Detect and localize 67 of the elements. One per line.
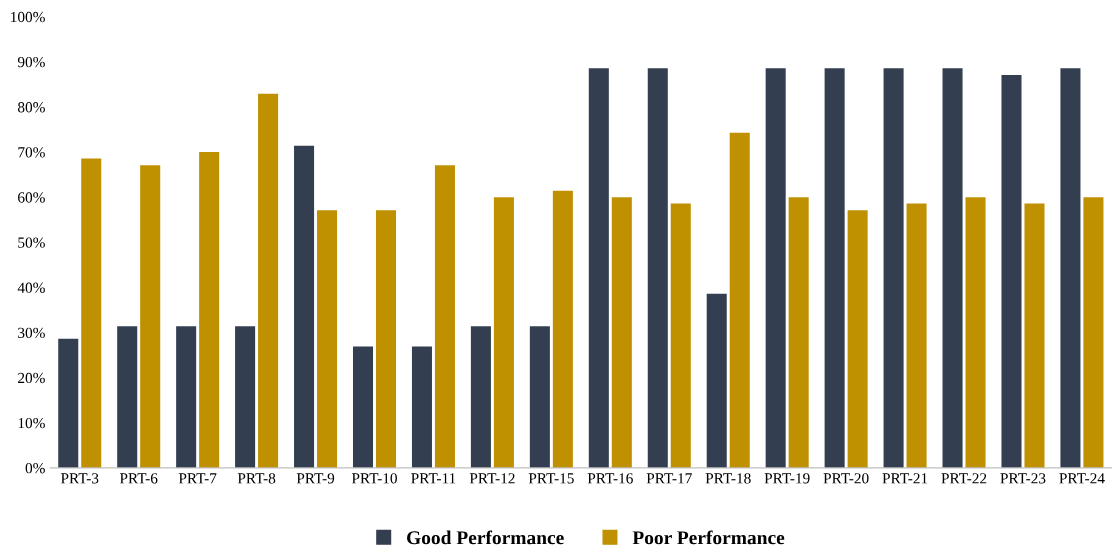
bar [965,197,986,468]
x-tick-label: PRT-17 [646,473,692,484]
x-tick-label: PRT-11 [411,473,456,484]
bar [1024,203,1045,468]
bar [824,68,845,468]
x-tick-label: PRT-19 [764,473,810,484]
y-tick-label: 90% [17,56,45,68]
x-tick-label: PRT-10 [351,473,397,484]
bar [765,68,786,468]
x-tick-label: PRT-6 [119,473,158,484]
bar [81,158,102,468]
bar [375,210,397,468]
bar [647,68,668,468]
bar [788,197,809,468]
bar [352,346,374,468]
x-tick-label: PRT-22 [941,473,987,484]
bar [906,203,927,468]
x-tick-label: PRT-12 [469,473,515,484]
bar [611,197,632,468]
y-tick-label: 60% [18,192,45,203]
bar [317,210,338,468]
bar [235,326,256,468]
y-tick-label: 10% [18,417,45,429]
x-tick-label: PRT-20 [823,473,869,484]
bar [470,326,491,468]
bar [117,326,138,468]
bar [258,93,279,468]
x-tick-label: PRT-18 [705,473,751,484]
bar [529,326,550,468]
y-tick-label: 100% [11,11,45,23]
y-tick-label: 50% [18,237,45,248]
x-tick-label: PRT-3 [60,473,99,484]
y-tick-label: 0% [25,463,45,474]
legend-label: Poor Performance [632,530,785,545]
bar [942,68,963,468]
bar [729,132,750,468]
bar [176,326,197,468]
bar [670,203,691,468]
x-tick-label: PRT-16 [587,473,633,484]
bar [1001,74,1022,468]
y-tick-label: 40% [17,282,45,293]
bar [434,165,455,468]
x-tick-label: PRT-24 [1059,473,1105,484]
bar [706,293,727,468]
bar [199,152,220,468]
bar [1083,197,1104,468]
bar [294,145,315,468]
y-tick-label: 80% [17,102,45,113]
x-tick-label: PRT-9 [296,473,335,484]
x-tick-label: PRT-23 [1000,473,1046,484]
y-tick-label: 70% [18,147,45,158]
legend-label: Good Performance [407,530,564,545]
bar [493,197,514,468]
bar [847,210,868,468]
y-tick-label: 20% [18,372,45,384]
bar [140,165,161,468]
x-tick-label: PRT-15 [528,473,574,484]
bar [1060,68,1081,468]
bar [588,68,609,468]
bar [411,346,432,468]
x-tick-label: PRT-21 [882,473,928,484]
bar [883,68,904,468]
x-tick-label: PRT-8 [237,473,276,484]
x-tick-label: PRT-7 [178,473,217,484]
bar [58,338,79,468]
bar [552,190,573,468]
y-tick-label: 30% [18,327,45,339]
